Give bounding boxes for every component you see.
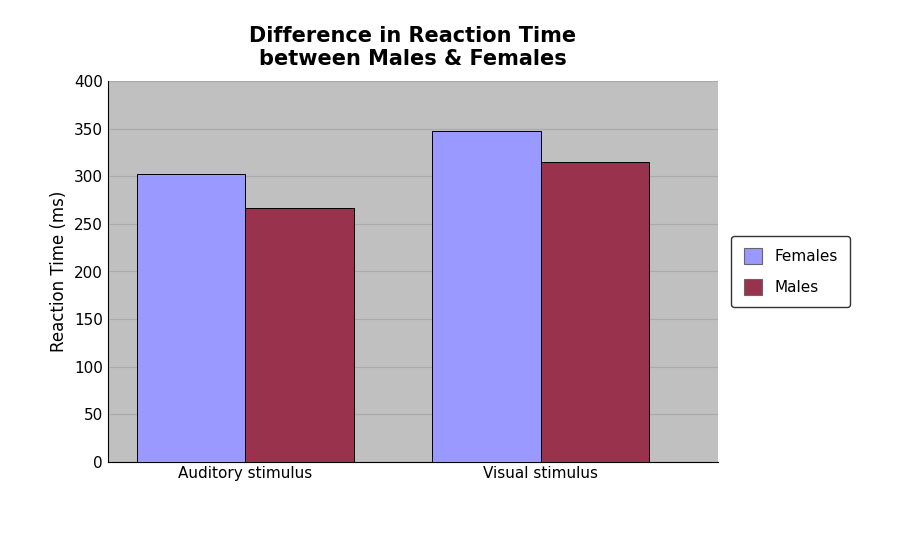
Legend: Females, Males: Females, Males [731,236,849,307]
Title: Difference in Reaction Time
between Males & Females: Difference in Reaction Time between Male… [249,26,576,69]
Bar [137,174,246,462]
Bar [541,162,649,462]
Y-axis label: Reaction Time (ms): Reaction Time (ms) [50,191,68,352]
Bar [246,208,353,462]
Bar [432,131,541,462]
